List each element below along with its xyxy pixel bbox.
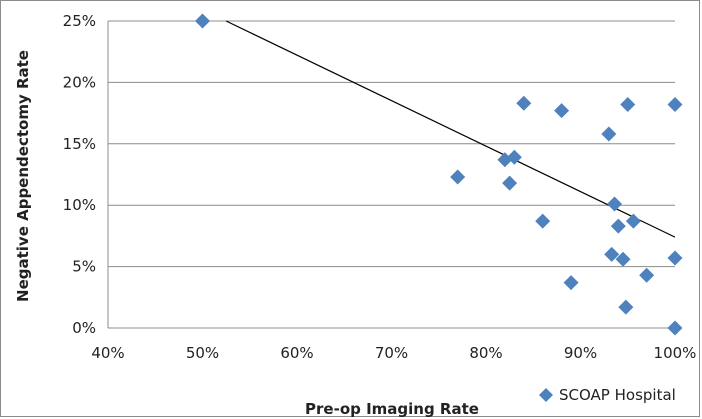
x-tick-label-1: 50% — [186, 344, 219, 362]
y-tick-labels: 0% 5% 10% 15% 20% 25% — [63, 12, 96, 337]
data-point-8 — [563, 275, 579, 291]
x-tick-label-3: 70% — [375, 344, 408, 362]
y-tick-label-4: 20% — [63, 73, 96, 91]
x-tick-label-0: 40% — [91, 344, 124, 362]
data-point-19 — [667, 250, 683, 266]
data-point-16 — [625, 213, 641, 229]
x-tick-label-2: 60% — [280, 344, 313, 362]
data-points — [195, 13, 683, 336]
y-axis-title: Negative Appendectomy Rate — [14, 50, 32, 302]
y-tick-label-3: 15% — [63, 135, 96, 153]
y-tick-label-2: 10% — [63, 196, 96, 214]
grid-lines — [107, 20, 675, 329]
x-tick-labels: 40% 50% 60% 70% 80% 90% 100% — [91, 344, 696, 362]
data-point-17 — [639, 267, 655, 283]
data-point-6 — [535, 213, 551, 229]
data-point-4 — [506, 149, 522, 165]
x-axis-title: Pre-op Imaging Rate — [305, 400, 479, 418]
data-point-13 — [615, 251, 631, 267]
x-tick-label-6: 100% — [654, 344, 697, 362]
data-point-9 — [601, 126, 617, 142]
data-point-15 — [620, 97, 636, 113]
legend-marker-diamond — [539, 388, 553, 402]
data-point-12 — [610, 218, 626, 234]
trendline-group — [225, 20, 676, 238]
y-tick-label-5: 25% — [63, 12, 96, 30]
y-tick-label-1: 5% — [72, 258, 96, 276]
data-point-14 — [618, 299, 634, 315]
data-point-10 — [604, 246, 620, 262]
data-point-7 — [554, 103, 570, 119]
data-point-1 — [450, 169, 466, 185]
trendline — [225, 20, 676, 238]
data-point-18 — [667, 97, 683, 113]
data-point-11 — [607, 196, 623, 212]
legend: SCOAP Hospital — [539, 386, 676, 404]
data-point-5 — [516, 95, 532, 111]
legend-label: SCOAP Hospital — [559, 386, 676, 404]
data-point-3 — [502, 175, 518, 191]
data-point-0 — [195, 13, 210, 29]
x-tick-label-4: 80% — [469, 344, 502, 362]
data-point-20 — [667, 320, 683, 336]
data-point-2 — [497, 152, 513, 168]
x-tick-label-5: 90% — [564, 344, 597, 362]
y-tick-label-0: 0% — [72, 319, 96, 337]
